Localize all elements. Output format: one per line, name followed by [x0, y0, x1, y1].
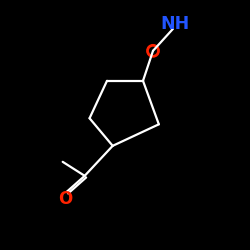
Text: NH: NH	[160, 15, 190, 33]
Text: O: O	[58, 190, 73, 208]
